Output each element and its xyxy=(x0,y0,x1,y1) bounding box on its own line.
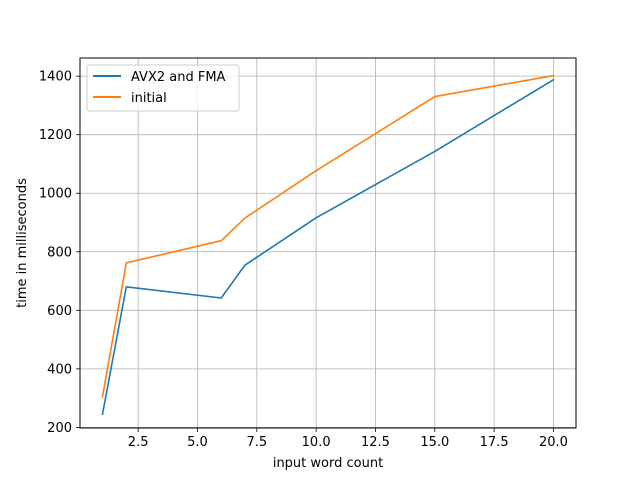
legend-box xyxy=(86,64,240,112)
legend: AVX2 and FMA initial xyxy=(86,64,240,112)
y-tick-label: 1400 xyxy=(39,70,72,85)
x-tick-label: 10.0 xyxy=(302,435,331,450)
y-tick-label: 400 xyxy=(47,362,72,377)
axis-ticks: 2.5 5.0 7.5 10.0 12.5 15.0 17.5 20.0 200 400 600 80… xyxy=(39,70,568,450)
x-tick-label: 17.5 xyxy=(480,435,509,450)
plot-frame xyxy=(79,57,577,429)
y-axis-label: time in milliseconds xyxy=(15,178,30,308)
legend-label-initial: initial xyxy=(131,91,167,106)
x-tick-label: 15.0 xyxy=(420,435,449,450)
grid xyxy=(80,58,576,428)
y-tick-label: 1200 xyxy=(39,128,72,143)
y-tick-label: 200 xyxy=(47,421,72,436)
y-tick-label: 800 xyxy=(47,245,72,260)
series-line-avx2-and-fma xyxy=(101,78,555,416)
x-axis-label: input word count xyxy=(273,456,383,471)
x-tick-label: 5.0 xyxy=(187,435,208,450)
series-line-initial xyxy=(101,74,555,398)
y-tick-label: 600 xyxy=(47,304,72,319)
legend-label-avx2: AVX2 and FMA xyxy=(131,70,226,85)
x-tick-label: 12.5 xyxy=(361,435,390,450)
x-tick-label: 20.0 xyxy=(539,435,568,450)
series-lines xyxy=(101,74,555,416)
x-tick-label: 2.5 xyxy=(128,435,149,450)
y-tick-label: 1000 xyxy=(39,187,72,202)
x-tick-label: 7.5 xyxy=(246,435,267,450)
